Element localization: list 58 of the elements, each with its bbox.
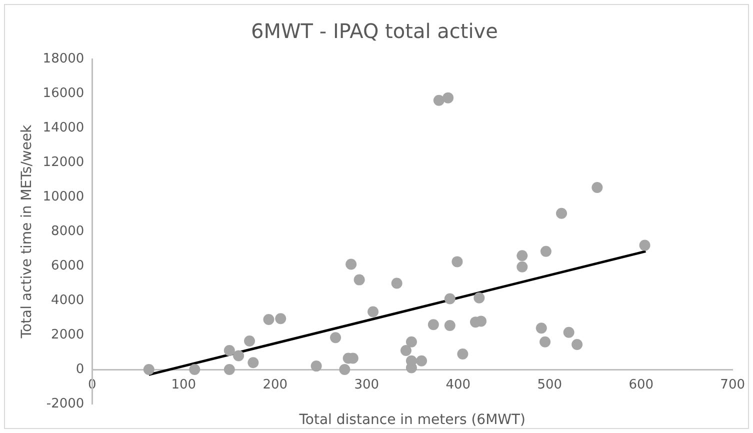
point [189, 364, 200, 375]
point [406, 336, 417, 348]
point [233, 350, 244, 362]
y-tick-label: 6000 [51, 258, 84, 274]
point [244, 336, 256, 347]
point [275, 313, 286, 324]
point [452, 256, 463, 268]
y-axis-title: Total active time in METs/week [19, 124, 36, 340]
x-tick-label: 500 [537, 378, 562, 393]
point [224, 345, 235, 356]
point [248, 357, 259, 368]
y-tick-label: 0 [76, 362, 84, 377]
point [416, 355, 428, 366]
point [556, 208, 568, 219]
point [444, 293, 456, 304]
point [572, 338, 583, 350]
point [391, 278, 402, 289]
point [536, 322, 547, 334]
chart-title: 6MWT - IPAQ total active [251, 19, 498, 44]
point [444, 320, 456, 332]
point [592, 182, 603, 194]
y-tick-label: -2000 [46, 396, 84, 412]
point [310, 360, 322, 372]
point [442, 92, 454, 104]
y-tick-label: 10000 [42, 189, 84, 204]
y-tick-label: 2000 [51, 327, 84, 342]
point [516, 250, 528, 262]
point [457, 348, 468, 360]
point [354, 274, 365, 286]
point [368, 306, 379, 318]
x-tick-label: 300 [354, 378, 380, 393]
point [433, 94, 444, 106]
y-tick-label: 18000 [42, 51, 84, 66]
point [400, 345, 412, 356]
point [540, 246, 552, 257]
x-tick-label: 400 [446, 378, 471, 393]
x-axis-title: Total distance in meters (6MWT) [298, 412, 526, 428]
y-tick-label: 8000 [51, 224, 84, 239]
point [474, 292, 485, 304]
x-tick-label: 700 [720, 378, 746, 393]
point [563, 326, 574, 338]
x-tick-label: 600 [628, 378, 654, 393]
x-tick-label: 100 [171, 378, 196, 393]
point [263, 314, 274, 325]
point [224, 364, 235, 375]
point [143, 364, 154, 375]
point [339, 364, 350, 375]
point [428, 319, 439, 330]
point [346, 258, 357, 270]
point [540, 336, 551, 348]
x-tick-label: 200 [262, 378, 288, 393]
y-tick-label: 16000 [42, 86, 84, 101]
y-tick-label: 4000 [51, 292, 84, 308]
point [516, 261, 528, 272]
point [639, 240, 650, 251]
y-tick-label: 14000 [42, 120, 84, 136]
y-tick-label: 12000 [42, 154, 84, 170]
point [330, 332, 342, 344]
